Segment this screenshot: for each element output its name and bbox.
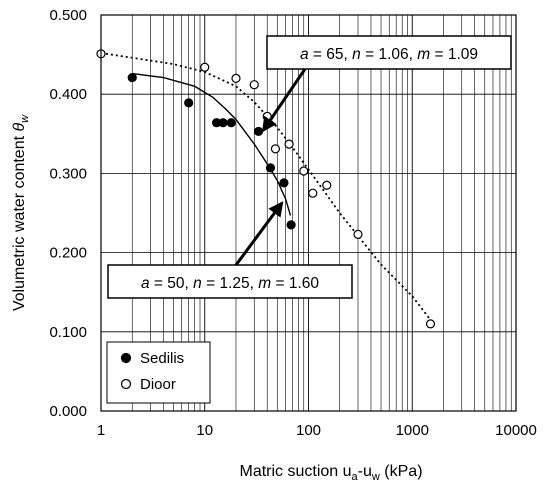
point-dioor: [425, 319, 436, 329]
annotation-text: a = 65, n = 1.06, m = 1.09: [300, 46, 478, 63]
legend-box: [106, 341, 211, 404]
fit-curve-dotted: [100, 52, 432, 321]
point-sedilis: [184, 98, 194, 108]
fit-curves: [100, 52, 432, 321]
legend: Sedilis Dioor: [106, 341, 211, 404]
point-sedilis: [226, 118, 236, 128]
x-tick-label: 10000: [495, 422, 537, 439]
tick-labels: 1 10 100 1000 10000 0.000 0.100 0.200 0.300 0.400…: [49, 7, 536, 439]
point-dioor: [322, 180, 332, 190]
y-tick-label: 0.500: [49, 7, 87, 24]
y-axis-title: Volumetric water content θw: [11, 114, 31, 311]
point-dioor: [200, 62, 210, 72]
y-tick-label: 0.200: [49, 245, 87, 262]
legend-marker-sedilis: [120, 352, 132, 364]
annotation-arrow: [234, 201, 284, 266]
x-tick-label: 100: [296, 422, 321, 439]
data-points: [96, 49, 436, 329]
x-tick-label: 1: [97, 422, 105, 439]
fit-curve-solid: [132, 72, 292, 216]
annotation-2: a = 50, n = 1.25, m = 1.60: [107, 201, 353, 299]
y-tick-label: 0.300: [49, 165, 87, 182]
legend-marker-dioor: [120, 378, 132, 390]
annotations: a = 65, n = 1.06, m = 1.09 a = 50, n = 1.…: [107, 35, 512, 299]
annotation-1: a = 65, n = 1.06, m = 1.09: [262, 35, 512, 133]
plot-frame: [100, 14, 517, 412]
point-sedilis: [279, 178, 289, 188]
x-tick-label: 1000: [396, 422, 429, 439]
point-sedilis: [253, 126, 264, 137]
point-dioor: [270, 144, 281, 154]
point-dioor: [299, 166, 309, 176]
point-sedilis: [265, 163, 276, 173]
point-dioor: [231, 73, 241, 83]
annotation-box: [266, 35, 512, 70]
point-dioor: [249, 80, 259, 90]
legend-label: Dioor: [140, 376, 176, 393]
y-tick-label: 0.000: [49, 403, 87, 420]
x-axis-title: Matric suction ua-uw (kPa): [239, 463, 422, 483]
annotation-text: a = 50, n = 1.25, m = 1.60: [141, 275, 319, 292]
legend-label: Sedilis: [140, 350, 184, 367]
y-tick-label: 0.400: [49, 86, 87, 103]
point-dioor: [284, 139, 294, 149]
point-dioor: [308, 188, 318, 198]
x-tick-label: 10: [196, 422, 213, 439]
point-sedilis: [127, 72, 137, 83]
point-sedilis: [218, 118, 228, 128]
y-tick-label: 0.100: [49, 324, 87, 341]
annotation-arrow: [262, 68, 307, 133]
annotation-box: [107, 264, 353, 299]
point-sedilis: [286, 220, 296, 230]
point-dioor: [353, 229, 363, 239]
